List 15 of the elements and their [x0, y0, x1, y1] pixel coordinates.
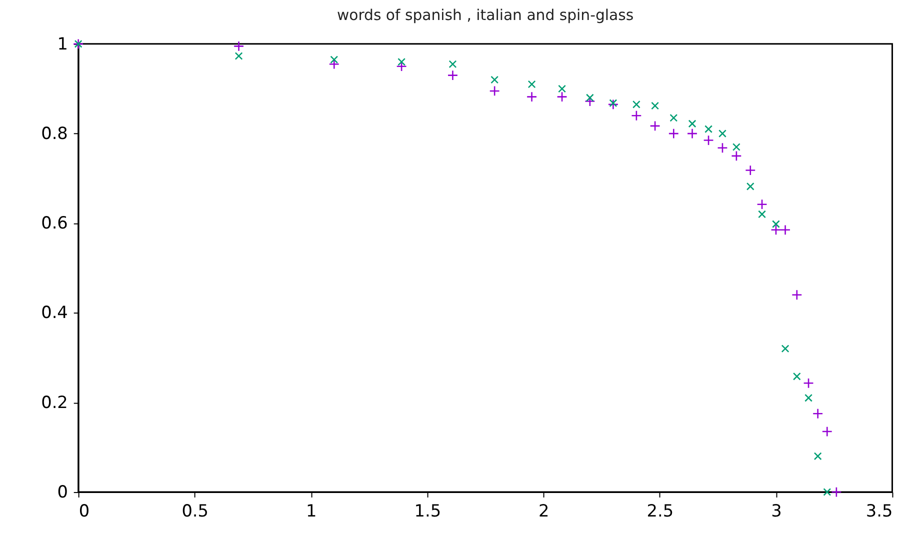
x-tick-label: 3: [771, 500, 782, 520]
y-tick-label: 0.6: [41, 212, 68, 233]
y-tick-label: 1: [57, 33, 68, 54]
x-tick-label: 1.5: [414, 500, 442, 520]
x-tick-label: 2.5: [646, 500, 674, 520]
x-tick-label: 0: [78, 500, 90, 520]
y-tick-label: 0.4: [41, 302, 68, 322]
x-tick-label: 2: [538, 500, 550, 520]
y-tick-label: 0.2: [41, 392, 68, 412]
y-tick-label: 0: [57, 481, 68, 502]
x-tick-label: 0.5: [182, 500, 208, 520]
chart-title: words of spanish , italian and spin-glass: [336, 6, 634, 24]
x-tick-label: 1: [306, 500, 317, 520]
y-tick-label: 0.8: [41, 123, 68, 143]
x-tick-label: 3.5: [866, 500, 893, 520]
